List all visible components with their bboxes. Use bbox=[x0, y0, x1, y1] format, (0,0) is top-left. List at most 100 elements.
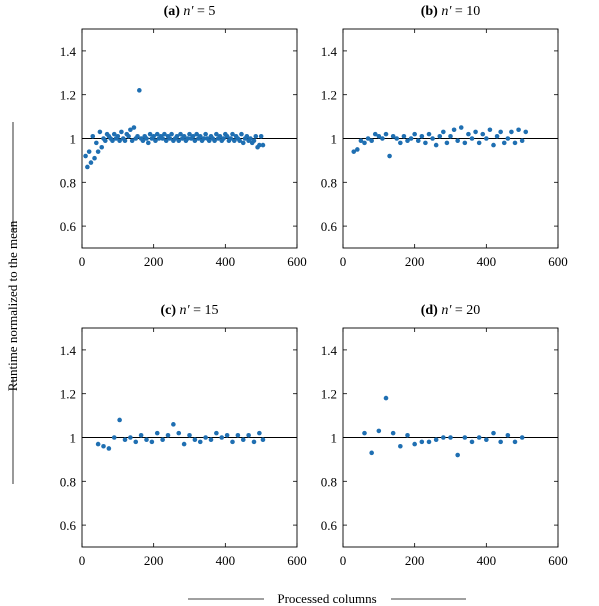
data-point bbox=[448, 435, 453, 440]
x-axis-shared-label-group: Processed columns bbox=[188, 591, 466, 606]
y-tick-label: 0.6 bbox=[321, 518, 338, 533]
x-tick-label: 600 bbox=[287, 254, 307, 269]
data-point bbox=[260, 437, 266, 442]
y-tick-label: 1.4 bbox=[60, 343, 77, 358]
data-point bbox=[258, 134, 264, 139]
data-point bbox=[251, 439, 257, 445]
data-point bbox=[423, 140, 428, 146]
x-tick-label: 600 bbox=[548, 254, 568, 269]
x-tick-label: 200 bbox=[405, 254, 425, 269]
panel-title-value: = 5 bbox=[193, 4, 215, 19]
data-point bbox=[228, 136, 234, 141]
data-point bbox=[176, 430, 182, 436]
data-point bbox=[167, 136, 173, 141]
panel-title: (d) n′ = 20 bbox=[421, 303, 481, 318]
chart-panel-2: (b) n′ = 10 0.6 0.8 1 1.2 1.4 0 200 400 600 bbox=[321, 4, 568, 269]
data-point bbox=[412, 441, 417, 447]
data-point bbox=[390, 134, 396, 139]
data-point bbox=[83, 153, 88, 159]
data-point bbox=[362, 430, 367, 436]
x-tick-label: 600 bbox=[548, 553, 568, 568]
data-point bbox=[523, 129, 529, 135]
data-point bbox=[176, 138, 182, 143]
x-tick-label: 400 bbox=[477, 553, 497, 568]
data-point bbox=[178, 131, 183, 137]
data-point bbox=[126, 134, 131, 139]
data-point bbox=[135, 134, 140, 139]
data-point bbox=[144, 136, 149, 141]
y-tick-label: 1.2 bbox=[321, 387, 337, 402]
data-point bbox=[110, 138, 115, 143]
data-point bbox=[519, 435, 525, 440]
data-point bbox=[95, 441, 101, 447]
data-point bbox=[387, 153, 392, 159]
data-point bbox=[455, 452, 460, 458]
panel-title-variable: n′ bbox=[183, 4, 194, 19]
data-point bbox=[441, 129, 446, 135]
panel-title-variable: n′ bbox=[441, 4, 452, 19]
data-point bbox=[390, 430, 396, 436]
y-tick-label: 1.2 bbox=[60, 88, 76, 103]
data-point bbox=[240, 437, 246, 442]
data-point bbox=[498, 439, 503, 445]
panel-title: (a) n′ = 5 bbox=[164, 4, 216, 19]
data-point bbox=[115, 134, 121, 139]
y-tick-label: 1.2 bbox=[60, 387, 76, 402]
data-point bbox=[151, 134, 156, 139]
data-point bbox=[111, 435, 117, 440]
shared-y-label: Runtime normalized to the mean bbox=[5, 220, 20, 391]
data-point bbox=[398, 140, 403, 146]
panel-title-value: = 10 bbox=[451, 4, 480, 19]
data-point bbox=[248, 136, 253, 141]
data-point bbox=[401, 134, 407, 139]
data-point bbox=[138, 433, 144, 438]
data-point bbox=[192, 138, 198, 143]
data-point bbox=[111, 131, 117, 137]
data-point bbox=[484, 136, 489, 141]
data-point bbox=[165, 433, 171, 438]
x-tick-label: 400 bbox=[216, 254, 236, 269]
data-point bbox=[257, 142, 262, 148]
data-point bbox=[426, 439, 432, 445]
data-point bbox=[117, 138, 122, 143]
data-point bbox=[394, 136, 400, 141]
data-point bbox=[369, 138, 374, 143]
y-tick-label: 0.8 bbox=[321, 474, 337, 489]
chart-panel-3: (c) n′ = 15 0.6 0.8 1 1.2 1.4 0 200 400 600 bbox=[60, 303, 307, 568]
data-point bbox=[231, 138, 237, 143]
data-point bbox=[365, 136, 371, 141]
data-point bbox=[246, 433, 251, 438]
panel-title-value: = 15 bbox=[190, 303, 219, 318]
data-point bbox=[190, 134, 196, 139]
data-point bbox=[203, 435, 208, 440]
data-point bbox=[239, 131, 244, 137]
y-tick-label: 1.2 bbox=[321, 88, 337, 103]
data-point bbox=[235, 433, 241, 438]
data-point bbox=[206, 138, 212, 143]
data-point bbox=[473, 129, 478, 135]
data-point bbox=[153, 138, 158, 143]
data-point bbox=[237, 138, 242, 143]
data-point bbox=[117, 417, 122, 423]
data-point bbox=[147, 131, 153, 137]
data-point bbox=[133, 439, 139, 445]
x-tick-label: 0 bbox=[79, 553, 86, 568]
data-point bbox=[383, 395, 389, 401]
panel-title-value: = 20 bbox=[451, 303, 480, 318]
data-point bbox=[240, 140, 246, 146]
data-point bbox=[372, 131, 378, 137]
data-point bbox=[512, 439, 518, 445]
data-point bbox=[251, 138, 257, 143]
x-tick-label: 400 bbox=[477, 254, 497, 269]
data-point bbox=[86, 149, 92, 154]
y-axis-shared-label-group: Runtime normalized to the mean bbox=[5, 122, 20, 484]
data-point bbox=[458, 125, 464, 130]
panel-title-label: (a) bbox=[164, 4, 184, 19]
data-point bbox=[174, 134, 180, 139]
chart-panels: (a) n′ = 50.60.811.21.40 200 400 600(b) n′ … bbox=[60, 4, 568, 568]
x-tick-label: 200 bbox=[405, 553, 425, 568]
data-point bbox=[505, 136, 511, 141]
data-point bbox=[224, 433, 230, 438]
data-point bbox=[163, 138, 169, 143]
y-tick-label: 1 bbox=[331, 132, 338, 147]
